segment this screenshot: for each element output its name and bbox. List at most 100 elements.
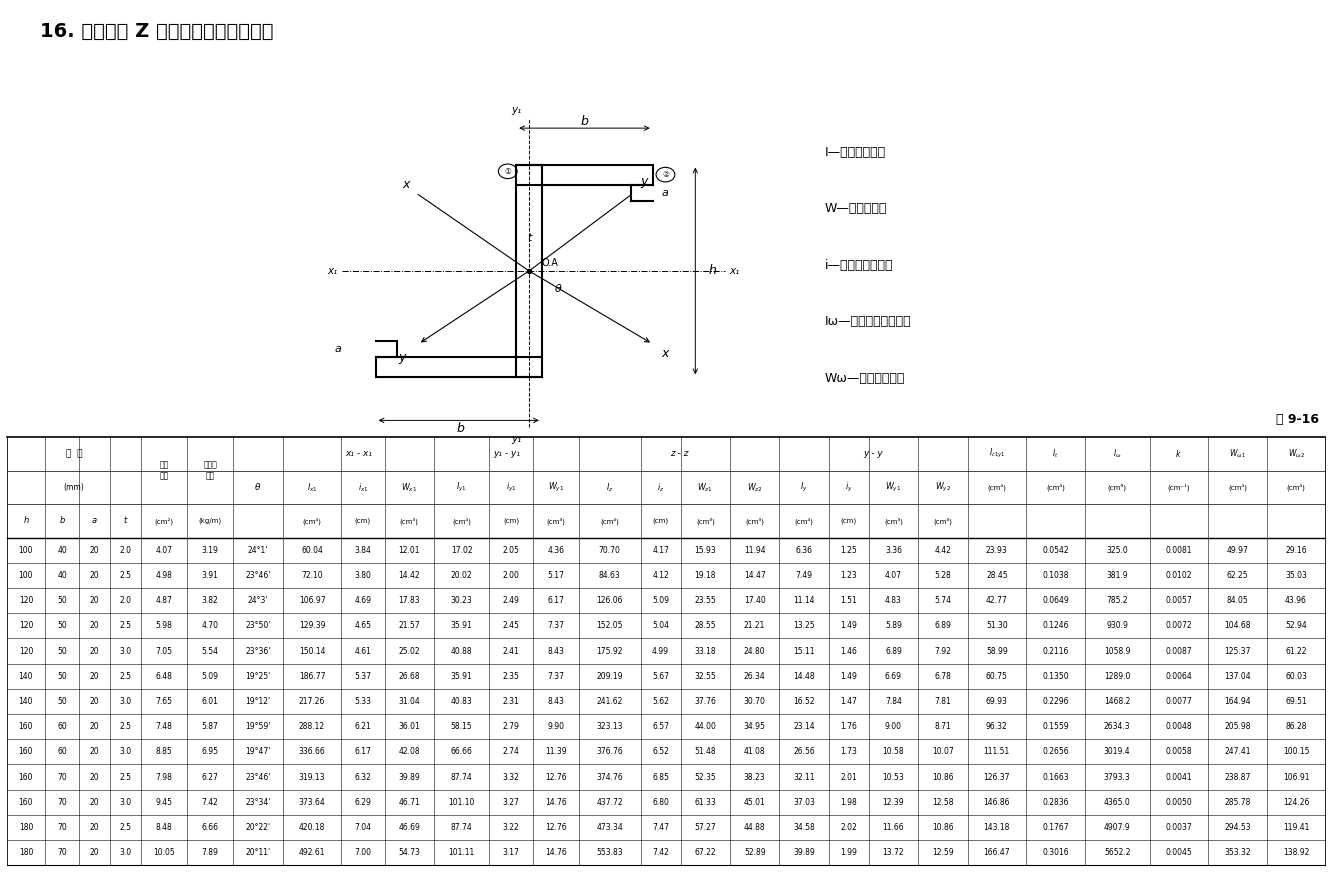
Text: 6.17: 6.17 [354, 747, 372, 756]
Text: 186.77: 186.77 [298, 672, 325, 681]
Text: 17.40: 17.40 [743, 596, 766, 605]
Text: $W_{x1}$: $W_{x1}$ [401, 481, 417, 494]
Text: 40.88: 40.88 [450, 647, 473, 656]
Text: b: b [60, 517, 65, 525]
Text: 6.95: 6.95 [201, 747, 218, 756]
Text: 3.17: 3.17 [502, 848, 519, 857]
Text: 0.0072: 0.0072 [1166, 621, 1192, 630]
Text: 66.66: 66.66 [450, 747, 473, 756]
Text: $W_{\omega2}$: $W_{\omega2}$ [1288, 447, 1304, 460]
Text: 2.5: 2.5 [120, 823, 132, 832]
Text: 12.76: 12.76 [545, 773, 566, 781]
Text: 8.71: 8.71 [935, 722, 951, 732]
Text: t: t [527, 232, 531, 243]
Text: 7.42: 7.42 [653, 848, 669, 857]
Text: 10.53: 10.53 [883, 773, 904, 781]
Text: b: b [581, 115, 589, 128]
Text: 20°11': 20°11' [245, 848, 270, 857]
Text: 0.3016: 0.3016 [1042, 848, 1068, 857]
Text: 0.0058: 0.0058 [1166, 747, 1192, 756]
Text: 8.85: 8.85 [156, 747, 172, 756]
Text: 23°34': 23°34' [245, 798, 270, 807]
Text: 104.68: 104.68 [1224, 621, 1251, 630]
Text: 930.9: 930.9 [1106, 621, 1128, 630]
Text: 20: 20 [89, 571, 100, 580]
Text: 72.10: 72.10 [301, 571, 322, 580]
Text: 2.5: 2.5 [120, 571, 132, 580]
Text: 35.91: 35.91 [450, 621, 473, 630]
Text: 0.0077: 0.0077 [1166, 697, 1192, 706]
Text: 0.0050: 0.0050 [1166, 798, 1192, 807]
Text: 11.94: 11.94 [743, 545, 766, 555]
Text: (cm⁴): (cm⁴) [987, 483, 1006, 491]
Text: 61.33: 61.33 [694, 798, 717, 807]
Text: 6.85: 6.85 [653, 773, 669, 781]
Text: 129.39: 129.39 [298, 621, 325, 630]
Text: 373.64: 373.64 [298, 798, 325, 807]
Text: 294.53: 294.53 [1224, 823, 1251, 832]
Text: 4.99: 4.99 [653, 647, 669, 656]
Text: 1289.0: 1289.0 [1104, 672, 1131, 681]
Text: 2.5: 2.5 [120, 672, 132, 681]
Text: 7.47: 7.47 [653, 823, 669, 832]
Text: (cm): (cm) [653, 517, 669, 524]
Text: $W_{z1}$: $W_{z1}$ [698, 481, 713, 494]
Text: 87.74: 87.74 [450, 773, 473, 781]
Text: 44.00: 44.00 [694, 722, 717, 732]
Text: 4.87: 4.87 [156, 596, 172, 605]
Text: 7.05: 7.05 [156, 647, 172, 656]
Text: 13.72: 13.72 [883, 848, 904, 857]
Text: 35.03: 35.03 [1285, 571, 1307, 580]
Text: 0.0081: 0.0081 [1166, 545, 1192, 555]
Text: 150.14: 150.14 [298, 647, 325, 656]
Text: 0.2836: 0.2836 [1042, 798, 1068, 807]
Text: y - y: y - y [863, 449, 883, 458]
Text: (cm³): (cm³) [745, 517, 765, 524]
Text: a: a [92, 517, 97, 525]
Text: 3.0: 3.0 [120, 798, 132, 807]
Text: 323.13: 323.13 [597, 722, 623, 732]
Text: a: a [661, 188, 669, 198]
Text: 20: 20 [89, 823, 100, 832]
Text: 3793.3: 3793.3 [1104, 773, 1131, 781]
Text: 6.01: 6.01 [202, 697, 218, 706]
Text: 1058.9: 1058.9 [1104, 647, 1131, 656]
Text: 100: 100 [19, 571, 33, 580]
Text: 4.83: 4.83 [884, 596, 902, 605]
Text: 5.09: 5.09 [201, 672, 218, 681]
Text: 84.63: 84.63 [599, 571, 621, 580]
Text: 2.35: 2.35 [502, 672, 519, 681]
Text: 42.08: 42.08 [398, 747, 420, 756]
Text: 3.22: 3.22 [502, 823, 519, 832]
Text: 1.76: 1.76 [840, 722, 858, 732]
Text: 5.09: 5.09 [653, 596, 669, 605]
Text: 4.70: 4.70 [201, 621, 218, 630]
Text: 1.51: 1.51 [840, 596, 856, 605]
Text: 86.28: 86.28 [1285, 722, 1307, 732]
Text: 3.0: 3.0 [120, 697, 132, 706]
Text: 23°50': 23°50' [245, 621, 270, 630]
Text: 20: 20 [89, 773, 100, 781]
Text: 7.49: 7.49 [795, 571, 813, 580]
Text: 61.22: 61.22 [1285, 647, 1307, 656]
Text: 3.19: 3.19 [202, 545, 218, 555]
Text: (cm): (cm) [503, 517, 519, 524]
Text: 60: 60 [57, 747, 67, 756]
Text: 1.99: 1.99 [840, 848, 858, 857]
Text: 205.98: 205.98 [1224, 722, 1251, 732]
Text: 38.23: 38.23 [743, 773, 766, 781]
Text: 24°1': 24°1' [248, 545, 268, 555]
Text: (mm): (mm) [64, 482, 84, 492]
Text: 4.07: 4.07 [156, 545, 172, 555]
Text: 19.18: 19.18 [694, 571, 717, 580]
Text: 12.01: 12.01 [398, 545, 420, 555]
Text: 10.05: 10.05 [153, 848, 174, 857]
Text: 69.51: 69.51 [1285, 697, 1307, 706]
Text: 尺  寸: 尺 寸 [65, 449, 83, 458]
Text: 1.49: 1.49 [840, 672, 858, 681]
Text: 120: 120 [19, 647, 33, 656]
Text: 5.33: 5.33 [354, 697, 372, 706]
Text: 0.2656: 0.2656 [1042, 747, 1068, 756]
Text: 420.18: 420.18 [298, 823, 325, 832]
Text: y₁: y₁ [511, 105, 521, 114]
